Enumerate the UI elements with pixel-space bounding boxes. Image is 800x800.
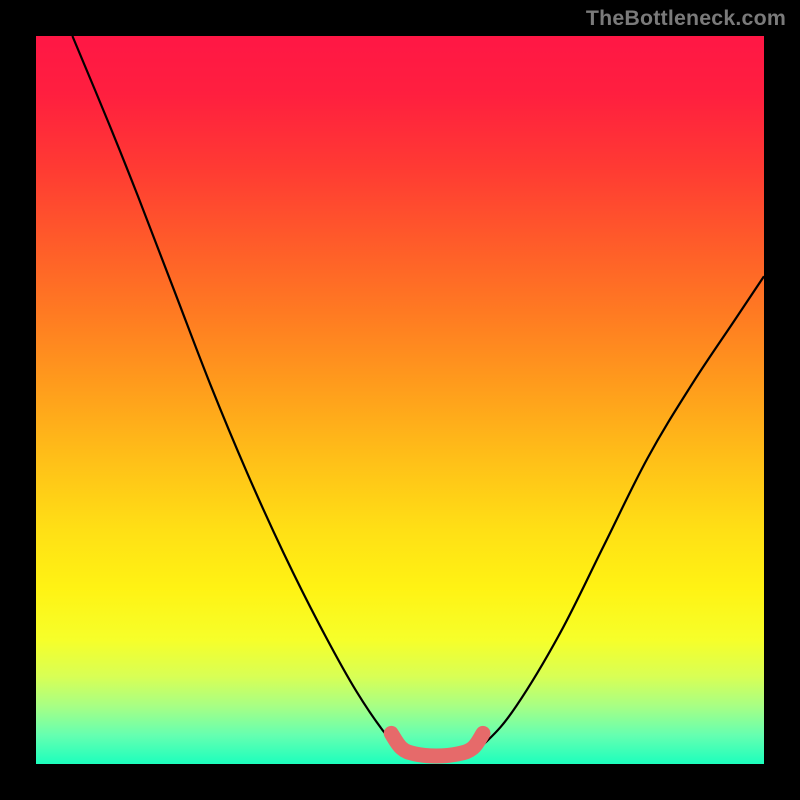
chart-canvas	[0, 0, 800, 800]
watermark-text: TheBottleneck.com	[586, 6, 786, 31]
outer-frame: TheBottleneck.com	[0, 0, 800, 800]
plot-background	[36, 36, 764, 764]
